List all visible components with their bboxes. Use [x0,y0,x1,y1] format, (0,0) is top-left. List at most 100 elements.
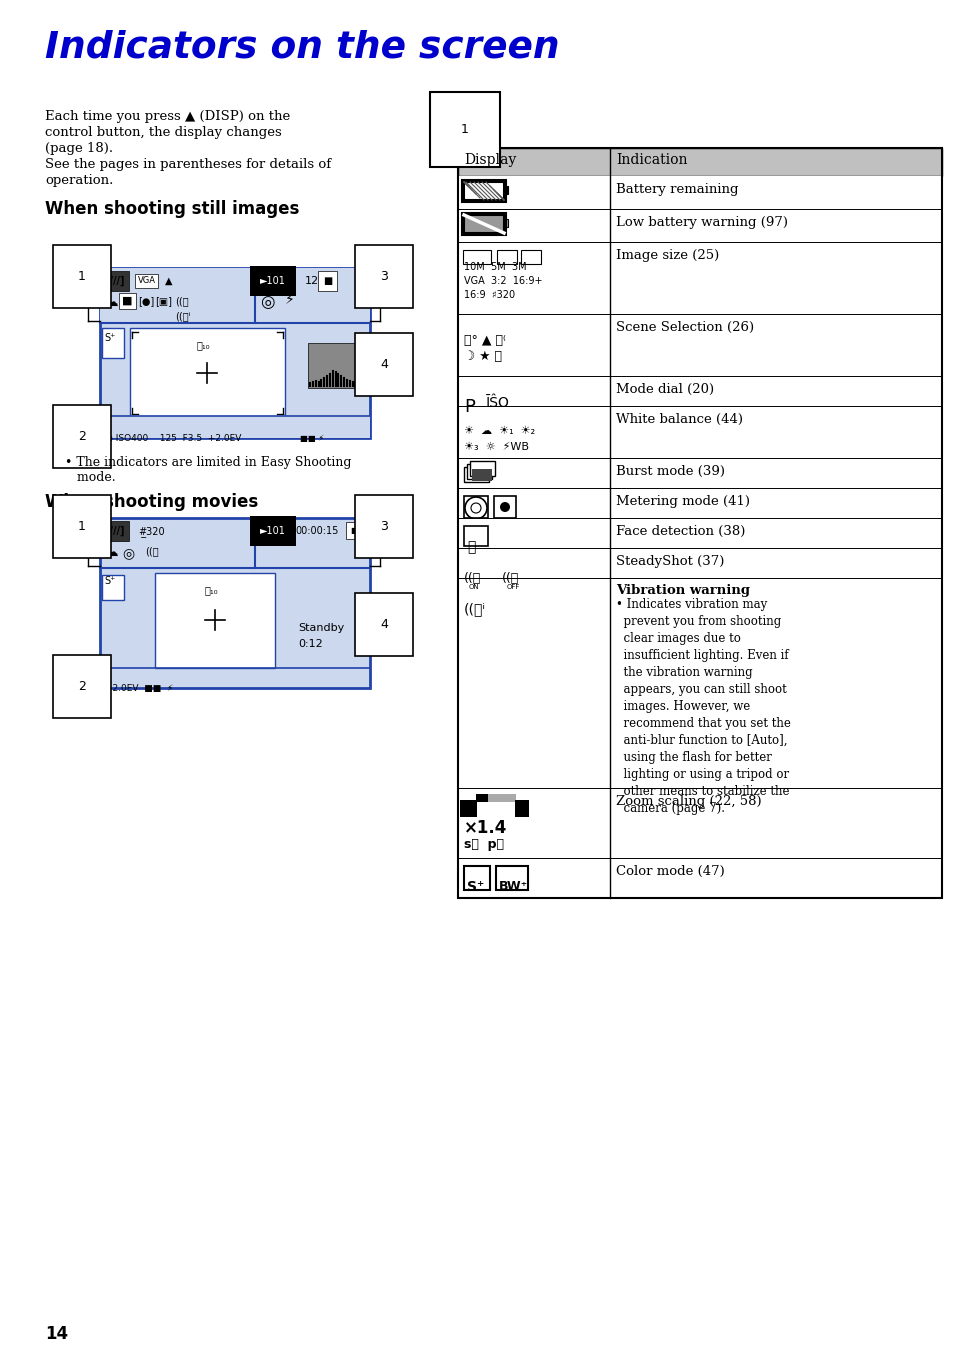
Text: Each time you press ▲ (DISP) on the: Each time you press ▲ (DISP) on the [45,110,290,123]
Text: ■: ■ [323,275,332,286]
Text: ⌛₁₀: ⌛₁₀ [205,585,218,594]
Text: • Indicates vibration may
  prevent you from shooting
  clear images due to
  in: • Indicates vibration may prevent you fr… [616,598,790,816]
Text: Scene Selection (26): Scene Selection (26) [616,322,753,334]
Text: ■: ■ [350,527,357,535]
Bar [457,376,941,406]
Text: ×1.4: ×1.4 [463,820,507,837]
Text: (page 18).: (page 18). [45,142,113,155]
Text: P: P [463,398,475,417]
Text: 2: 2 [78,680,86,693]
Text: ⚡: ⚡ [285,293,294,307]
Text: S⁺: S⁺ [467,879,484,894]
Bar [463,527,488,546]
Bar [467,464,492,479]
Text: Face detection (38): Face detection (38) [616,525,744,537]
Text: 1: 1 [460,123,468,136]
Text: 14: 14 [45,1324,68,1343]
Text: ►101: ►101 [260,275,286,286]
Text: ☁: ☁ [105,546,117,559]
Bar [457,176,941,209]
Bar [463,214,503,233]
Text: 1: 1 [78,520,86,533]
Bar [461,180,505,202]
Text: ☀₃  ☼  ⚡WB: ☀₃ ☼ ⚡WB [463,442,529,452]
Bar [308,343,366,388]
Text: ►101: ►101 [260,527,286,536]
Text: W: W [463,803,473,813]
Bar [130,328,285,418]
Text: 4: 4 [379,358,388,370]
Text: 👥° ▲ 👥⁽: 👥° ▲ 👥⁽ [463,334,505,347]
Text: Indication: Indication [616,153,687,167]
Text: VGA: VGA [138,275,156,285]
Text: Battery remaining: Battery remaining [616,183,738,195]
Text: [///]: [///] [105,275,125,286]
Text: Metering mode (41): Metering mode (41) [616,495,749,508]
Text: Standby: Standby [297,623,344,632]
Text: ((✋: ((✋ [463,573,480,585]
Bar [102,575,124,600]
Circle shape [471,503,480,513]
Text: Mode dial (20): Mode dial (20) [616,383,714,396]
Text: Indicators on the screen: Indicators on the screen [45,30,559,66]
Text: 3: 3 [379,520,388,533]
Text: Color mode (47): Color mode (47) [616,864,724,878]
Text: ◎: ◎ [122,546,134,560]
Circle shape [499,502,510,512]
Text: [▣]: [▣] [154,296,172,305]
Text: ■: ■ [122,296,132,305]
Bar [462,250,491,265]
Bar [457,788,941,858]
Text: ● ISO400    125  F3.5  +2.0EV: ● ISO400 125 F3.5 +2.0EV [105,434,241,442]
Text: Display: Display [463,153,516,167]
Text: VGA  3:2  16:9+: VGA 3:2 16:9+ [463,275,542,286]
Text: 👤: 👤 [467,540,475,554]
Bar [494,497,516,518]
Text: ((✋: ((✋ [174,296,189,305]
Text: ((✋ⁱ: ((✋ⁱ [463,603,485,616]
Bar [457,548,941,578]
Text: White balance (44): White balance (44) [616,413,742,426]
Text: When shooting still images: When shooting still images [45,199,299,218]
Text: +2.0EV  ■■  ⚡: +2.0EV ■■ ⚡ [105,684,173,693]
Bar [463,497,488,518]
Bar [100,417,370,438]
Bar [472,470,492,480]
Text: 10M  5M  3M: 10M 5M 3M [463,262,526,271]
Text: [///]: [///] [105,527,125,536]
Text: ☽ ★ 👶: ☽ ★ 👶 [463,350,501,364]
Bar [463,467,489,482]
Bar [457,209,941,242]
Text: 16:9  ♯320: 16:9 ♯320 [463,290,515,300]
Text: SteadyShot (37): SteadyShot (37) [616,555,723,569]
Text: [●]: [●] [138,296,154,305]
Text: #̲320: #̲320 [138,527,165,537]
Text: 1: 1 [78,270,86,284]
Text: S⁺: S⁺ [104,332,115,343]
Bar [457,148,941,176]
Text: When shooting movies: When shooting movies [45,493,258,512]
Text: ◎: ◎ [260,293,274,311]
Bar [476,794,516,802]
Text: 12: 12 [305,275,319,286]
Bar [503,218,507,227]
Bar [457,242,941,313]
Text: ☁: ☁ [105,296,117,309]
Bar [100,518,370,688]
Text: Zoom scaling (22, 58): Zoom scaling (22, 58) [616,795,760,807]
Text: Image size (25): Image size (25) [616,248,719,262]
Bar [457,858,941,898]
Bar [476,794,488,802]
Text: ((✋: ((✋ [145,546,158,556]
Bar [463,866,490,890]
Text: ĪŜO: ĪŜO [485,396,509,410]
Bar [496,866,527,890]
Bar [457,148,941,898]
Bar [470,461,495,476]
Text: control button, the display changes: control button, the display changes [45,126,281,138]
Bar [457,459,941,489]
Text: ((✋: ((✋ [501,573,518,585]
Text: Low battery warning (97): Low battery warning (97) [616,216,787,229]
Bar [100,267,370,438]
Bar [154,573,274,668]
